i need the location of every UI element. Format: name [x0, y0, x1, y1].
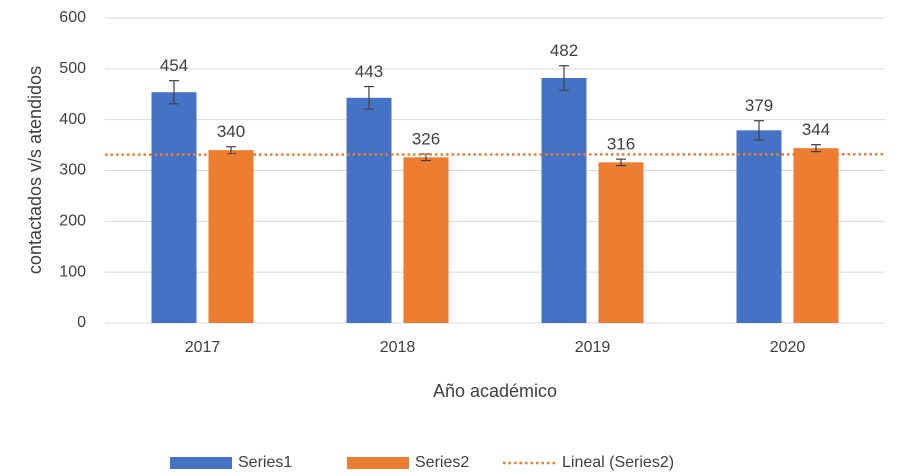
- x-tick-label: 2020: [770, 339, 806, 356]
- legend-label: Series2: [415, 454, 469, 471]
- data-label: 326: [412, 129, 440, 148]
- y-axis-title: contactados v/s atendidos: [25, 66, 45, 274]
- data-label: 344: [802, 120, 830, 139]
- x-tick-label: 2019: [575, 339, 611, 356]
- y-tick-label: 300: [59, 162, 86, 179]
- y-tick-label: 400: [59, 111, 86, 128]
- bar: [151, 92, 197, 323]
- bar: [208, 150, 254, 323]
- y-tick-label: 200: [59, 213, 86, 230]
- bar: [598, 162, 644, 323]
- bar: [403, 157, 449, 323]
- bar: [346, 97, 392, 323]
- legend-label: Series1: [238, 454, 292, 471]
- data-label: 482: [550, 41, 578, 60]
- x-tick-label: 2018: [380, 339, 416, 356]
- legend-label: Lineal (Series2): [562, 454, 674, 471]
- y-tick-label: 0: [77, 314, 86, 331]
- bar: [793, 148, 839, 323]
- data-label: 379: [745, 96, 773, 115]
- data-label: 316: [607, 135, 635, 154]
- data-label: 454: [160, 56, 188, 75]
- y-tick-label: 500: [59, 60, 86, 77]
- data-label: 340: [217, 122, 245, 141]
- x-tick-label: 2017: [185, 339, 221, 356]
- bar: [736, 130, 782, 323]
- x-axis-title: Año académico: [433, 381, 557, 401]
- data-label: 443: [355, 62, 383, 81]
- y-tick-label: 100: [59, 263, 86, 280]
- y-tick-label: 600: [59, 9, 86, 26]
- legend-swatch: [347, 457, 409, 469]
- legend-swatch: [170, 457, 232, 469]
- bar: [541, 77, 587, 323]
